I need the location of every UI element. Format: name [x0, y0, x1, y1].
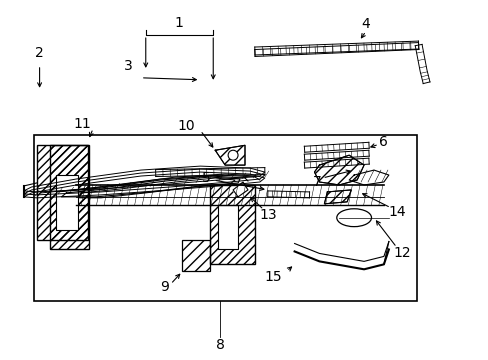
Text: 3: 3: [123, 59, 132, 73]
Text: 8: 8: [215, 338, 224, 352]
Text: 9: 9: [160, 280, 168, 294]
Polygon shape: [314, 155, 364, 185]
Text: 1: 1: [174, 16, 183, 30]
Bar: [56, 175, 78, 230]
Text: 12: 12: [393, 247, 410, 260]
Bar: [182, 239, 210, 271]
Text: 5: 5: [201, 171, 210, 185]
Bar: [218, 205, 238, 249]
Polygon shape: [348, 170, 388, 185]
Bar: [210, 185, 254, 264]
Text: 7: 7: [312, 175, 321, 189]
Text: 4: 4: [361, 17, 370, 31]
Bar: [34, 135, 416, 301]
Text: 11: 11: [73, 117, 91, 131]
Circle shape: [228, 150, 238, 160]
Text: 2: 2: [35, 46, 44, 60]
Text: 14: 14: [388, 205, 406, 219]
Text: 13: 13: [259, 208, 277, 222]
Polygon shape: [215, 145, 244, 165]
Text: 15: 15: [264, 270, 281, 284]
Bar: [37, 145, 88, 239]
Bar: [49, 145, 89, 249]
Polygon shape: [324, 190, 350, 204]
Ellipse shape: [336, 209, 371, 227]
Text: 6: 6: [378, 135, 387, 149]
Polygon shape: [233, 182, 247, 197]
Text: 10: 10: [178, 120, 195, 134]
